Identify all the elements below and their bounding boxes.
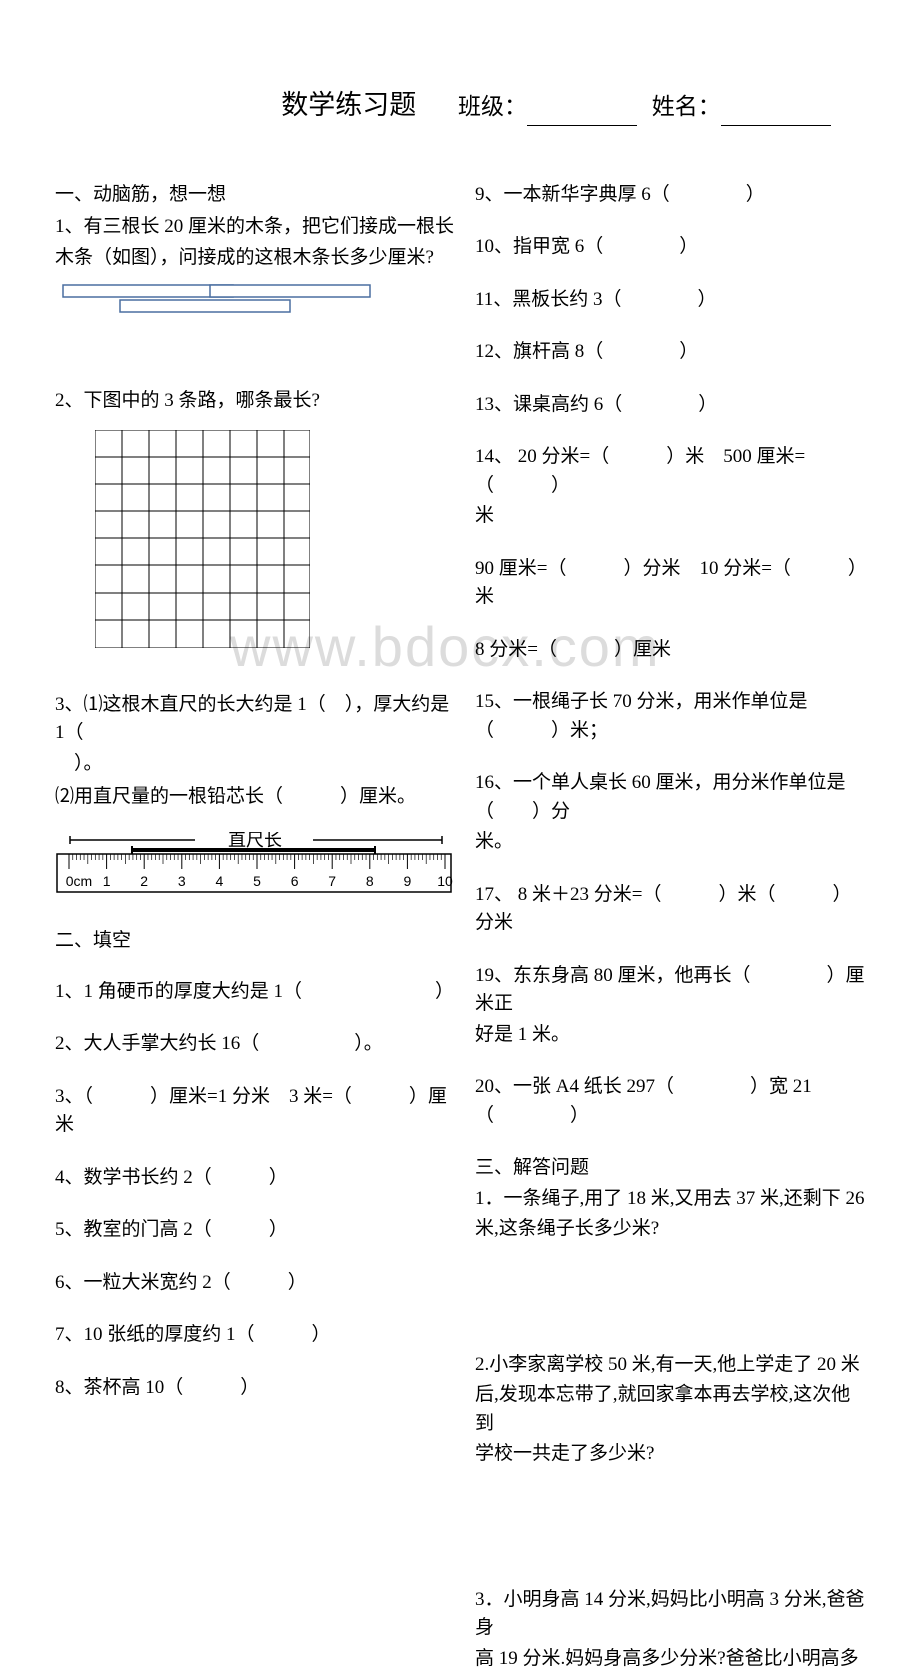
ruler-diagram: 直尺长 0cm 1 2 3 4 5 6 7 8 9 10	[55, 832, 453, 894]
spacer-1	[475, 1246, 865, 1351]
svg-text:8: 8	[366, 873, 374, 889]
prob-2-l1: 2.小李家离学校 50 米,有一天,他上学走了 20 米	[475, 1351, 865, 1380]
fill-12: 12、旗杆高 8（ ）	[475, 338, 865, 367]
svg-text:2: 2	[140, 873, 148, 889]
svg-text:9: 9	[404, 873, 412, 889]
fill-5: 5、教室的门高 2（ ）	[55, 1216, 455, 1245]
section3-head: 三、解答问题	[475, 1154, 865, 1183]
section1-head: 一、动脑筋，想一想	[55, 181, 455, 210]
class-blank	[527, 125, 637, 126]
fill-16-l2: 米。	[475, 828, 865, 857]
svg-text:10: 10	[437, 873, 453, 889]
svg-text:直尺长: 直尺长	[228, 832, 282, 850]
prob-1-l2: 米,这条绳子长多少米?	[475, 1215, 865, 1244]
fill-4: 4、数学书长约 2（ ）	[55, 1164, 455, 1193]
q3-line2: ）。	[55, 750, 455, 779]
fill-14b: 90 厘米=（ ）分米 10 分米=（ ）米	[475, 555, 865, 612]
prob-3-l2: 高 19 分米.妈妈身高多少分米?爸爸比小明高多	[475, 1645, 865, 1674]
fill-6: 6、一粒大米宽约 2（ ）	[55, 1269, 455, 1298]
prob-2-l2: 后,发现本忘带了,就回家拿本再去学校,这次他到	[475, 1381, 865, 1438]
fill-7: 7、10 张纸的厚度约 1（ ）	[55, 1321, 455, 1350]
fill-20: 20、一张 A4 纸长 297（ ）宽 21（ ）	[475, 1073, 865, 1130]
name-label: 姓名：	[652, 94, 721, 119]
left-column: 一、动脑筋，想一想 1、有三根长 20 厘米的木条，把它们接成一根长 木条（如图…	[55, 181, 455, 1675]
class-label: 班级：	[458, 94, 527, 119]
fill-11: 11、黑板长约 3（ ）	[475, 286, 865, 315]
fill-3: 3、（ ）厘米=1 分米 3 米=（ ）厘米	[55, 1083, 455, 1140]
fill-2: 2、大人手掌大约长 16（ ）。	[55, 1030, 455, 1059]
svg-text:4: 4	[216, 873, 224, 889]
fill-15: 15、一根绳子长 70 分米，用米作单位是（ ）米；	[475, 688, 865, 745]
svg-text:3: 3	[178, 873, 186, 889]
page-content: 数学练习题 班级： 姓名： 一、动脑筋，想一想 1、有三根长 20 厘米的木条，…	[55, 85, 865, 1675]
sticks-diagram	[55, 282, 375, 322]
fill-8: 8、茶杯高 10（ ）	[55, 1374, 455, 1403]
page-title: 数学练习题	[281, 90, 416, 120]
section2-head: 二、填空	[55, 927, 455, 956]
q3-line1: 3、⑴这根木直尺的长大约是 1（ ），厚大约是 1（	[55, 691, 455, 748]
q1-line2: 木条（如图），问接成的这根木条长多少厘米?	[55, 244, 455, 273]
page-header: 数学练习题 班级： 姓名：	[55, 85, 865, 126]
columns: 一、动脑筋，想一想 1、有三根长 20 厘米的木条，把它们接成一根长 木条（如图…	[55, 181, 865, 1675]
fill-1: 1、1 角硬币的厚度大约是 1（ ）	[55, 978, 455, 1007]
grid-diagram	[95, 430, 310, 648]
prob-2-l3: 学校一共走了多少米?	[475, 1440, 865, 1469]
fill-16-l1: 16、一个单人桌长 60 厘米，用分米作单位是（ ）分	[475, 769, 865, 826]
svg-text:5: 5	[253, 873, 261, 889]
right-column: 9、一本新华字典厚 6（ ） 10、指甲宽 6（ ） 11、黑板长约 3（ ） …	[475, 181, 865, 1675]
svg-text:6: 6	[291, 873, 299, 889]
fill-14-l2: 米	[475, 502, 865, 531]
prob-1-l1: 1．一条绳子,用了 18 米,又用去 37 米,还剩下 26	[475, 1185, 865, 1214]
prob-3-l1: 3．小明身高 14 分米,妈妈比小明高 3 分米,爸爸身	[475, 1586, 865, 1643]
svg-text:7: 7	[328, 873, 336, 889]
fill-19-l2: 好是 1 米。	[475, 1021, 865, 1050]
fill-14c: 8 分米=（ ）厘米	[475, 636, 865, 665]
fill-13: 13、课桌高约 6（ ）	[475, 391, 865, 420]
fill-9: 9、一本新华字典厚 6（ ）	[475, 181, 865, 210]
q2: 2、下图中的 3 条路，哪条最长?	[55, 387, 455, 416]
q3-line3: ⑵用直尺量的一根铅芯长（ ）厘米。	[55, 783, 455, 812]
name-blank	[721, 125, 831, 126]
fill-10: 10、指甲宽 6（ ）	[475, 233, 865, 262]
fill-19-l1: 19、东东身高 80 厘米，他再长（ ）厘米正	[475, 962, 865, 1019]
svg-text:0cm: 0cm	[66, 873, 92, 889]
spacer-2	[475, 1471, 865, 1586]
q1-line1: 1、有三根长 20 厘米的木条，把它们接成一根长	[55, 213, 455, 242]
fill-14-l1: 14、 20 分米=（ ）米 500 厘米=（ ）	[475, 443, 865, 500]
svg-text:1: 1	[103, 873, 111, 889]
fill-17: 17、 8 米＋23 分米=（ ）米（ ）分米	[475, 881, 865, 938]
